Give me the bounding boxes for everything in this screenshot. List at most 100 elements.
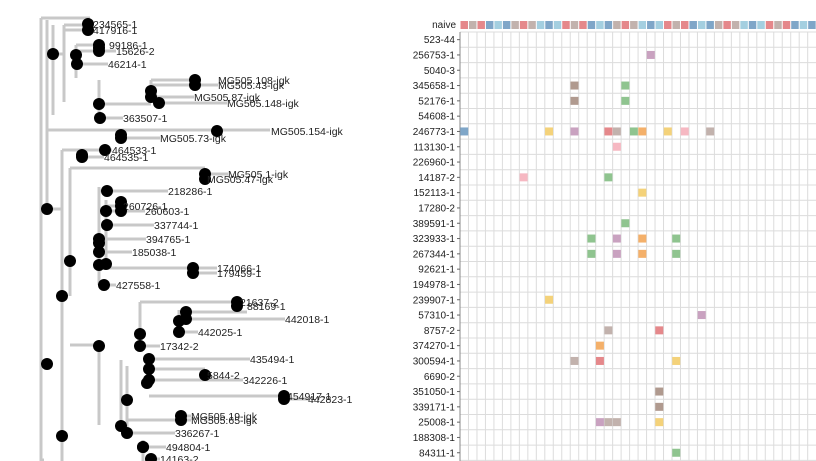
tree-leaf-node[interactable] xyxy=(93,246,105,258)
naive-header-cell[interactable] xyxy=(519,21,528,29)
tree-leaf-node[interactable] xyxy=(199,369,211,381)
matrix-cell[interactable] xyxy=(672,448,681,457)
naive-header-cell[interactable] xyxy=(782,21,791,29)
naive-header-cell[interactable] xyxy=(689,21,697,29)
tree-leaf-node[interactable] xyxy=(101,219,113,231)
tree-leaf-node[interactable] xyxy=(137,441,149,453)
matrix-cell[interactable] xyxy=(680,127,689,136)
naive-header-cell[interactable] xyxy=(647,21,655,29)
tree-leaf-node[interactable] xyxy=(153,97,165,109)
naive-header-cell[interactable] xyxy=(723,21,731,29)
matrix-cell[interactable] xyxy=(570,127,579,136)
matrix-cell[interactable] xyxy=(638,234,647,243)
matrix-cell[interactable] xyxy=(570,81,579,90)
tree-internal-node[interactable] xyxy=(143,363,155,375)
naive-header-cell[interactable] xyxy=(553,21,562,29)
naive-header-cell[interactable] xyxy=(731,21,740,29)
tree-leaf-node[interactable] xyxy=(145,453,157,461)
tree-leaf-node[interactable] xyxy=(82,24,94,36)
matrix-cell[interactable] xyxy=(655,418,664,427)
matrix-cell[interactable] xyxy=(629,127,638,136)
naive-header-cell[interactable] xyxy=(630,21,638,29)
tree-leaf-node[interactable] xyxy=(93,45,105,57)
matrix-cell[interactable] xyxy=(604,127,613,136)
tree-leaf-node[interactable] xyxy=(115,132,127,144)
naive-header-cell[interactable] xyxy=(468,21,477,29)
matrix-cell[interactable] xyxy=(604,418,613,427)
naive-header-cell[interactable] xyxy=(697,21,706,29)
matrix-cell[interactable] xyxy=(545,127,554,136)
tree-leaf-node[interactable] xyxy=(94,112,106,124)
tree-leaf-node[interactable] xyxy=(211,125,223,137)
tree-internal-node[interactable] xyxy=(41,358,53,370)
matrix-cell[interactable] xyxy=(646,50,655,59)
naive-header-cell[interactable] xyxy=(638,21,647,29)
tree-internal-node[interactable] xyxy=(93,340,105,352)
naive-header-cell[interactable] xyxy=(714,21,723,29)
tree-leaf-node[interactable] xyxy=(199,173,211,185)
matrix-cell[interactable] xyxy=(672,356,681,365)
matrix-cell[interactable] xyxy=(519,173,528,182)
naive-header-cell[interactable] xyxy=(799,21,808,29)
naive-header-cell[interactable] xyxy=(570,21,579,29)
naive-header-cell[interactable] xyxy=(511,21,519,29)
naive-header-cell[interactable] xyxy=(680,21,689,29)
tree-internal-node[interactable] xyxy=(56,290,68,302)
matrix-cell[interactable] xyxy=(612,234,621,243)
naive-header-cell[interactable] xyxy=(757,21,765,29)
naive-header-cell[interactable] xyxy=(587,21,596,29)
matrix-cell[interactable] xyxy=(663,127,672,136)
naive-header-cell[interactable] xyxy=(808,21,816,29)
matrix-cell[interactable] xyxy=(638,249,647,258)
tree-leaf-node[interactable] xyxy=(231,300,243,312)
matrix-cell[interactable] xyxy=(621,96,630,105)
tree-internal-node[interactable] xyxy=(121,394,133,406)
tree-internal-node[interactable] xyxy=(41,203,53,215)
matrix-cell[interactable] xyxy=(612,142,621,151)
tree-leaf-node[interactable] xyxy=(175,414,187,426)
matrix-cell[interactable] xyxy=(604,326,613,335)
naive-header-cell[interactable] xyxy=(460,21,468,29)
tree-leaf-node[interactable] xyxy=(101,185,113,197)
naive-header-cell[interactable] xyxy=(706,21,714,29)
matrix-cell[interactable] xyxy=(570,96,579,105)
tree-internal-node[interactable] xyxy=(93,98,105,110)
naive-header-cell[interactable] xyxy=(528,21,536,29)
tree-internal-node[interactable] xyxy=(134,328,146,340)
matrix-cell[interactable] xyxy=(672,234,681,243)
tree-internal-node[interactable] xyxy=(70,49,82,61)
tree-leaf-node[interactable] xyxy=(143,374,155,386)
tree-leaf-node[interactable] xyxy=(99,144,111,156)
matrix-cell[interactable] xyxy=(655,326,664,335)
matrix-cell[interactable] xyxy=(638,127,647,136)
matrix-cell[interactable] xyxy=(587,249,596,258)
matrix-cell[interactable] xyxy=(595,356,604,365)
naive-header-cell[interactable] xyxy=(655,21,664,29)
matrix-cell[interactable] xyxy=(655,387,664,396)
naive-header-cell[interactable] xyxy=(536,21,545,29)
matrix-cell[interactable] xyxy=(545,295,554,304)
matrix-cell[interactable] xyxy=(612,127,621,136)
tree-leaf-node[interactable] xyxy=(98,279,110,291)
naive-header-cell[interactable] xyxy=(604,21,613,29)
matrix-cell[interactable] xyxy=(706,127,715,136)
tree-leaf-node[interactable] xyxy=(134,340,146,352)
matrix-cell[interactable] xyxy=(595,418,604,427)
matrix-cell[interactable] xyxy=(604,173,613,182)
matrix-cell[interactable] xyxy=(638,188,647,197)
matrix-cell[interactable] xyxy=(655,402,664,411)
matrix-cell[interactable] xyxy=(570,356,579,365)
tree-leaf-node[interactable] xyxy=(180,313,192,325)
matrix-cell[interactable] xyxy=(697,311,706,320)
tree-leaf-node[interactable] xyxy=(76,151,88,163)
naive-header-cell[interactable] xyxy=(672,21,680,29)
naive-header-cell[interactable] xyxy=(664,21,672,29)
tree-leaf-node[interactable] xyxy=(187,267,199,279)
naive-header-cell[interactable] xyxy=(562,21,570,29)
matrix-cell[interactable] xyxy=(672,249,681,258)
tree-internal-node[interactable] xyxy=(47,48,59,60)
tree-leaf-node[interactable] xyxy=(173,326,185,338)
matrix-cell[interactable] xyxy=(587,234,596,243)
matrix-cell[interactable] xyxy=(595,341,604,350)
tree-leaf-node[interactable] xyxy=(93,233,105,245)
